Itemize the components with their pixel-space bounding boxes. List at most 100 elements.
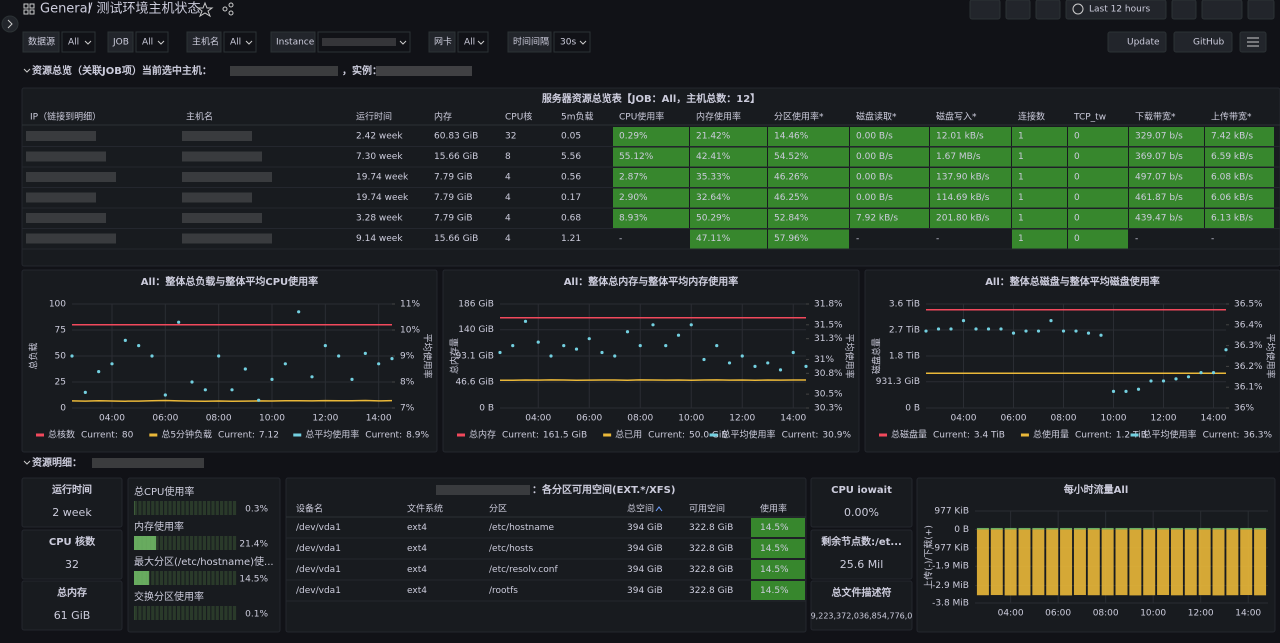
save-button[interactable] (1005, 0, 1031, 20)
y2-tick-label: 30.3% (814, 404, 843, 414)
variable-select[interactable] (317, 31, 411, 53)
star-icon[interactable] (196, 1, 214, 18)
bar (1073, 527, 1086, 530)
data-point (1086, 331, 1091, 335)
dashboard-title: / 测试环境主机状态 (88, 2, 201, 17)
gauge-cell (220, 501, 224, 515)
gauge-cell (194, 501, 198, 515)
y2-tick-label: 36.5% (1234, 300, 1263, 310)
y2-tick-label: 30.5% (814, 390, 843, 400)
column-header: 运行时间 (356, 111, 392, 123)
gauge-cell (159, 536, 163, 550)
sort-icon (655, 506, 663, 512)
data-point (587, 337, 591, 341)
table-cell: 12.01 kB/s (936, 132, 984, 142)
data-point (70, 354, 74, 358)
data-point (1149, 379, 1153, 383)
bar (1004, 527, 1017, 530)
data-point (257, 398, 261, 402)
data-point (1161, 379, 1166, 383)
chart-title: All：整体总磁盘与整体平均磁盘使用率 (985, 275, 1160, 288)
variable-select[interactable] (457, 31, 489, 53)
cell-background (1068, 209, 1128, 228)
data-point (676, 333, 681, 337)
variable-select[interactable] (61, 31, 96, 53)
data-point (949, 327, 953, 331)
cell-background (930, 127, 1011, 146)
breadcrumb[interactable]: General (40, 2, 91, 17)
gauge-cell (172, 606, 176, 620)
y2-tick-label: 31.8% (814, 300, 843, 310)
menu-icon (1247, 37, 1259, 47)
tv-mode-button[interactable] (1247, 0, 1275, 20)
data-point (230, 388, 234, 392)
y-tick-label: 50 (55, 352, 67, 362)
data-point (924, 329, 928, 333)
y-tick-label: 93.1 GiB (455, 351, 494, 361)
chevron-icon (7, 19, 13, 29)
section-title[interactable]: 资源明细： (32, 456, 82, 469)
table-cell: 46.25% (774, 193, 809, 203)
x-tick-label: 06:00 (576, 414, 602, 424)
table-cell: 394 GiB (627, 523, 663, 533)
table-cell: 7.79 GiB (434, 214, 473, 224)
table-cell: /etc/hosts (489, 544, 534, 554)
data-point (150, 354, 154, 358)
gauge-cell (172, 536, 176, 550)
column-header: 磁盘写入* (936, 111, 977, 123)
gauge-cell (134, 501, 138, 515)
refresh-button[interactable] (1201, 0, 1243, 20)
blurred-text (182, 131, 252, 141)
button[interactable] (1173, 31, 1233, 53)
gauge-cell (224, 571, 228, 585)
gauge-cell (189, 501, 194, 515)
y-tick-label: 2.7 TiB (889, 326, 920, 336)
variable-select[interactable] (223, 31, 257, 53)
zoom-out-button[interactable] (1171, 0, 1197, 20)
y-tick-label: 75 (55, 326, 66, 336)
table-cell: 46.26% (774, 173, 809, 183)
variable-select[interactable] (135, 31, 169, 53)
table-cell: 1 (1018, 234, 1024, 244)
share-icon[interactable] (222, 2, 234, 16)
blurred-instance (376, 66, 472, 76)
section-title[interactable]: 资源总览（关联JOB项）当前选中主机： (32, 64, 212, 77)
table-cell: ext4 (407, 544, 427, 554)
table-cell: 0.05 (561, 132, 581, 142)
gauge-cell (232, 571, 237, 585)
gauge-cell (164, 536, 168, 550)
time-picker[interactable] (1065, 0, 1167, 20)
gauge-cell (232, 536, 237, 550)
clock-icon (1072, 3, 1084, 15)
gauge-cell (155, 501, 159, 515)
column-header: CPU使用率 (619, 111, 664, 123)
bar (1157, 527, 1170, 530)
bar (1115, 529, 1128, 596)
gauge-cell (168, 606, 172, 620)
variable-select[interactable] (553, 31, 591, 53)
table-cell: /dev/vda1 (296, 586, 341, 596)
settings-button[interactable] (1035, 0, 1061, 20)
blurred-text (26, 131, 96, 141)
table-cell: 32 (505, 132, 516, 142)
table-cell: 19.74 week (356, 173, 409, 183)
gauge-cell (168, 571, 172, 585)
table-cell: /etc/hostname (489, 523, 554, 533)
gauge-cell (181, 606, 185, 620)
gauge-cell (185, 571, 189, 585)
bar (1032, 527, 1045, 530)
variable-label-box (270, 31, 316, 53)
button[interactable] (1107, 31, 1167, 53)
cell-background (1205, 209, 1274, 228)
data-point (574, 347, 579, 351)
column-header: CPU核 (505, 111, 532, 123)
data-point (523, 319, 528, 323)
table-cell: 6.06 kB/s (1211, 193, 1253, 203)
gauge-cell (211, 571, 215, 585)
stat-value: 25.6 Mil (840, 558, 884, 571)
blurred-host (92, 458, 204, 468)
legend-name: 总已用 (615, 429, 642, 441)
sidebar-toggle[interactable] (1, 15, 19, 33)
add-panel-button[interactable] (969, 0, 1001, 20)
cell-background (751, 560, 805, 579)
